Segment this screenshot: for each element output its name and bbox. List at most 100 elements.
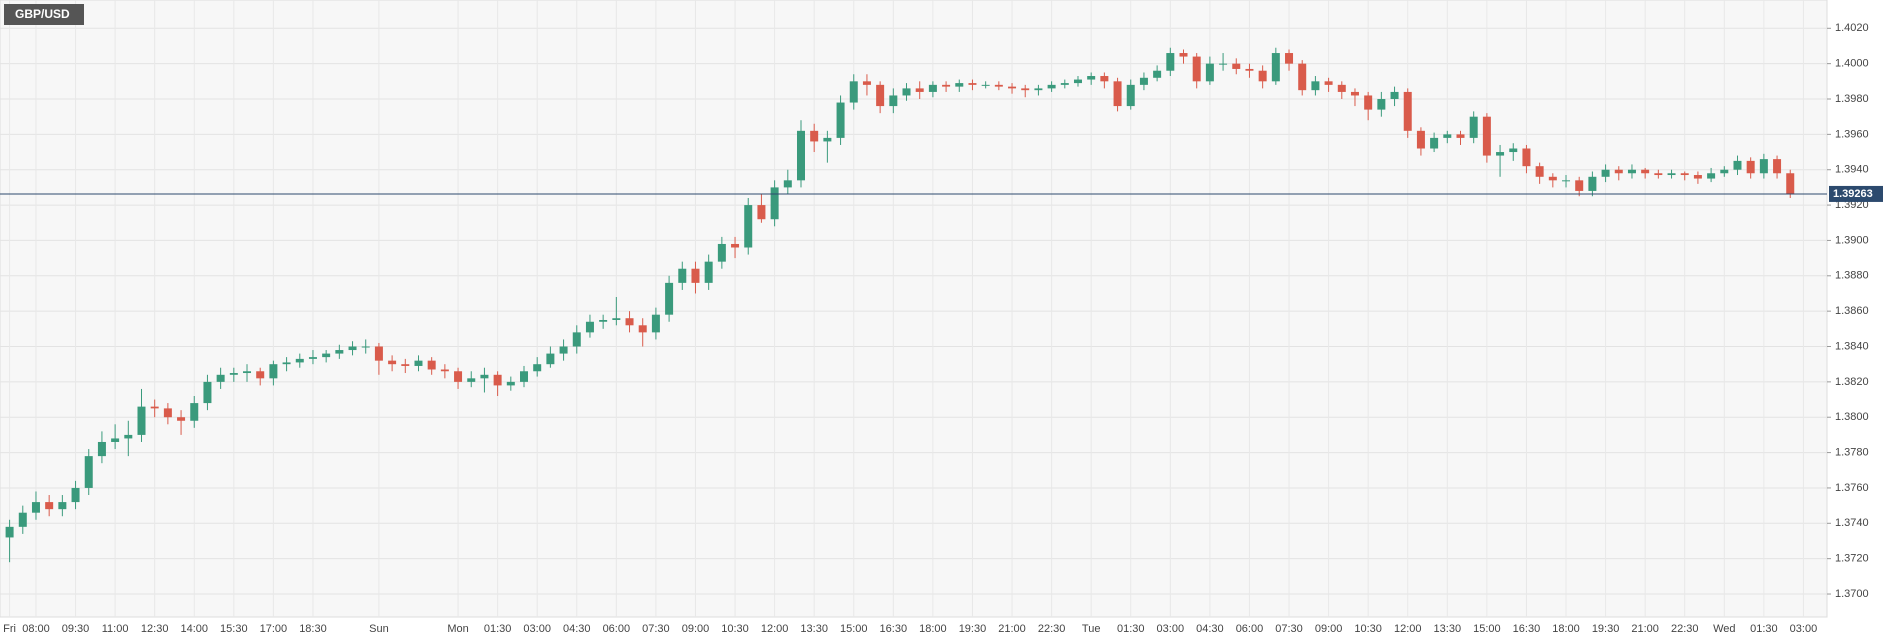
candle-body	[1139, 77, 1148, 85]
candle-body	[282, 362, 291, 365]
y-tick-label: 1.3800	[1835, 411, 1869, 423]
x-tick-label: Tue	[1082, 623, 1101, 635]
x-tick-label: 09:00	[1315, 623, 1343, 635]
candle-body	[783, 180, 792, 188]
candle-body	[572, 332, 581, 347]
x-tick-label: 07:30	[642, 623, 670, 635]
candle-body	[1746, 160, 1755, 174]
candle-body	[1008, 86, 1017, 89]
x-tick-label: 12:30	[141, 623, 169, 635]
candle-body	[1364, 95, 1373, 110]
candle-body	[440, 369, 449, 372]
candle-body	[308, 357, 317, 359]
candle-body	[493, 374, 502, 386]
candle-body	[295, 358, 304, 363]
x-tick-label: 19:30	[1592, 623, 1620, 635]
candle-body	[955, 83, 964, 87]
candle-body	[1707, 173, 1716, 179]
candle-body	[1667, 173, 1676, 176]
candle-body	[638, 325, 647, 333]
candle-body	[1720, 169, 1729, 174]
y-tick-label: 1.3900	[1835, 234, 1869, 246]
candle-body	[1456, 134, 1465, 138]
candle-body	[401, 364, 410, 366]
y-tick-label: 1.3740	[1835, 517, 1869, 529]
x-tick-label: 15:00	[1473, 623, 1501, 635]
candle-body	[1509, 148, 1518, 153]
candle-body	[585, 321, 594, 333]
x-tick-label: 18:00	[1552, 623, 1580, 635]
x-tick-label: 03:00	[1157, 623, 1185, 635]
candle-body	[1614, 169, 1623, 174]
x-tick-label: Mon	[447, 623, 468, 635]
x-tick-label: 16:30	[1513, 623, 1541, 635]
x-tick-label: 18:30	[299, 623, 327, 635]
candle-body	[480, 374, 489, 379]
candle-body	[546, 353, 555, 365]
grid	[0, 0, 1827, 617]
x-tick-label: 15:30	[220, 623, 248, 635]
x-tick-label: 09:00	[682, 623, 710, 635]
candle-body	[862, 81, 871, 85]
candle-body	[1179, 53, 1188, 57]
x-tick-label: 22:30	[1038, 623, 1066, 635]
candle-body	[1271, 53, 1280, 82]
candle-body	[506, 381, 515, 386]
candle-body	[203, 381, 212, 404]
candle-body	[1153, 70, 1162, 78]
y-tick-label: 1.3920	[1835, 199, 1869, 211]
candle-body	[1548, 176, 1557, 181]
candle-body	[1060, 83, 1069, 85]
candle-body	[1535, 166, 1544, 177]
candle-body	[678, 268, 687, 283]
axes: 1.3700 1.3720 1.3740 1.3760 1.3780 1.3800 1.38…	[3, 22, 1883, 635]
y-tick-label: 1.3940	[1835, 164, 1869, 176]
candle-body	[163, 408, 172, 418]
y-tick-label: 1.3720	[1835, 553, 1869, 565]
candle-body	[559, 346, 568, 354]
candle-body	[1443, 134, 1452, 138]
candle-body	[322, 353, 331, 358]
candle-body	[1733, 160, 1742, 170]
x-tick-label: 15:00	[840, 623, 868, 635]
x-tick-label: 06:00	[1236, 623, 1264, 635]
candle-body	[981, 84, 990, 86]
candle-body	[1377, 99, 1386, 110]
candle-body	[71, 487, 80, 503]
candle-body	[1350, 91, 1359, 96]
candle-body	[1100, 76, 1109, 82]
x-tick-label: 01:30	[1750, 623, 1778, 635]
candle-body	[361, 346, 370, 348]
x-tick-label: 03:00	[523, 623, 551, 635]
candle-body	[58, 502, 67, 510]
candle-body	[97, 441, 106, 457]
candle-body	[651, 314, 660, 333]
candle-body	[599, 319, 608, 322]
candle-body	[1786, 173, 1795, 195]
candle-body	[876, 84, 885, 107]
candle-body	[1258, 70, 1267, 82]
candle-body	[942, 84, 951, 87]
x-tick-label: 13:30	[800, 623, 828, 635]
x-tick-label: 08:00	[22, 623, 50, 635]
candle-body	[1232, 63, 1241, 69]
candle-body	[454, 371, 463, 382]
x-tick-label: 10:30	[721, 623, 749, 635]
candle-body	[1205, 63, 1214, 82]
candle-body	[1430, 137, 1439, 149]
y-tick-label: 1.3960	[1835, 128, 1869, 140]
candle-body	[1245, 68, 1254, 71]
candle-body	[994, 84, 1003, 87]
candle-body	[1522, 148, 1531, 167]
candle-body	[928, 84, 937, 92]
y-tick-label: 1.3980	[1835, 93, 1869, 105]
candle-body	[704, 261, 713, 283]
last-price-box	[1829, 185, 1883, 202]
candle-body	[256, 371, 265, 379]
candle-body	[665, 282, 674, 315]
candle-body	[18, 512, 27, 527]
x-tick-label: 16:30	[880, 623, 908, 635]
candle-body	[1021, 88, 1030, 91]
